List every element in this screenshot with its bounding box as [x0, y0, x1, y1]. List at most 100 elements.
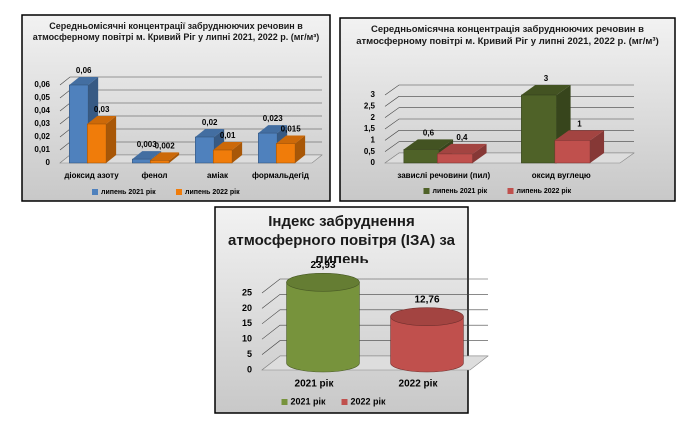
- x-tick-label: 2022 рік: [399, 379, 439, 390]
- title-box: Середньомісячна концентрація забруднюючи…: [356, 24, 659, 47]
- legend-label: 2021 рік: [291, 396, 327, 406]
- chart-title: Індекс забруднення атмосферного повітря …: [228, 213, 455, 263]
- legend-label: 2022 рік: [351, 396, 387, 406]
- bar: [275, 143, 296, 164]
- data-label: 0,01: [220, 131, 236, 140]
- bar-top: [150, 152, 180, 161]
- bar-top: [87, 116, 117, 124]
- bar-top: [213, 142, 243, 150]
- bar: [132, 158, 152, 164]
- x-tick-label: оксид вуглецю: [532, 171, 591, 180]
- bar-side: [472, 143, 487, 163]
- y-tick-label: 0,05: [34, 93, 50, 102]
- y-tick-label: 20: [242, 303, 252, 313]
- y-tick-label: 0: [247, 364, 252, 374]
- y-tick-label: 0,04: [34, 106, 50, 115]
- bar: [86, 123, 107, 164]
- legend-swatch: [341, 399, 348, 405]
- grid-line: [59, 76, 322, 86]
- x-tick-label: діоксид азоту: [64, 171, 119, 180]
- bar-side: [295, 135, 306, 163]
- y-tick-label: 0,03: [34, 119, 50, 128]
- chart-title: Середньомісячні концентрації забруднюючи…: [32, 21, 320, 43]
- data-label: 0,06: [76, 66, 92, 75]
- bar-side: [590, 130, 605, 163]
- chart-panel: [339, 17, 676, 202]
- data-label: 0,023: [263, 114, 284, 123]
- bar-side: [169, 152, 180, 163]
- x-tick-label: формальдегід: [252, 171, 309, 180]
- y-tick-label: 1: [371, 135, 376, 144]
- title-box: Індекс забруднення атмосферного повітря …: [228, 213, 455, 263]
- x-tick-label: аміак: [207, 171, 229, 180]
- y-tick-label: 0,02: [34, 132, 50, 141]
- data-label: 23,93: [310, 260, 335, 271]
- data-label: 0,02: [202, 118, 218, 127]
- cylinder-top: [390, 307, 464, 326]
- data-label: 0,4: [456, 133, 468, 142]
- data-label: 0,002: [155, 142, 176, 151]
- y-tick-label: 5: [247, 349, 252, 359]
- legend-swatch: [507, 188, 514, 194]
- bar-top: [132, 151, 162, 160]
- chart-title: Середньомісячна концентрація забруднюючи…: [356, 24, 659, 47]
- y-tick-label: 3: [371, 90, 376, 99]
- data-label: 0,003: [137, 140, 158, 149]
- grid-line: [261, 278, 488, 294]
- cylinder: [390, 316, 464, 373]
- y-tick-label: 0,06: [34, 80, 50, 89]
- y-tick-label: 25: [242, 287, 252, 297]
- bar-side: [232, 142, 243, 163]
- bar: [554, 140, 591, 164]
- y-tick-label: 10: [242, 334, 252, 344]
- legend-swatch: [176, 189, 182, 195]
- bar-top: [403, 139, 454, 150]
- title-box: Середньомісячні концентрації забруднюючи…: [32, 21, 320, 43]
- y-tick-label: 0: [46, 158, 51, 167]
- bar: [212, 149, 233, 164]
- bar: [437, 153, 473, 164]
- bar-top: [521, 85, 571, 95]
- y-tick-label: 2,5: [364, 101, 376, 110]
- legend-swatch: [281, 399, 288, 405]
- y-tick-label: 0,5: [364, 147, 376, 156]
- bar: [149, 160, 170, 164]
- bar-top: [195, 129, 225, 137]
- bar: [521, 94, 557, 164]
- cylinder-top: [286, 272, 360, 292]
- legend-label: липень 2022 рік: [517, 187, 572, 195]
- legend-label: липень 2022 рік: [185, 188, 240, 196]
- legend-swatch: [423, 188, 430, 194]
- bar-top: [258, 125, 288, 134]
- y-tick-label: 0,01: [34, 145, 50, 154]
- legend-label: липень 2021 рік: [433, 187, 488, 195]
- bar-top: [276, 135, 306, 144]
- data-label: 0,015: [281, 125, 302, 134]
- bar-top: [437, 143, 487, 154]
- data-label: 1: [577, 119, 582, 128]
- x-tick-label: фенол: [142, 171, 168, 180]
- cylinder: [286, 281, 360, 373]
- bar-side: [106, 116, 117, 163]
- bar-top: [69, 77, 99, 85]
- bar: [195, 136, 215, 164]
- x-tick-label: завислі речовини (пил): [397, 171, 490, 180]
- data-label: 12,76: [414, 294, 439, 305]
- legend-label: липень 2021 рік: [101, 188, 156, 196]
- grid-line: [261, 294, 488, 309]
- bar-top: [554, 130, 605, 141]
- bar: [69, 84, 89, 164]
- bar: [258, 132, 278, 164]
- legend-swatch: [92, 189, 98, 195]
- y-tick-label: 1,5: [364, 124, 376, 133]
- bar: [403, 149, 440, 164]
- data-label: 3: [544, 74, 549, 83]
- data-label: 0,6: [423, 129, 435, 138]
- y-tick-label: 15: [242, 318, 252, 328]
- data-label: 0,03: [94, 105, 110, 114]
- x-tick-label: 2021 рік: [295, 379, 335, 390]
- y-tick-label: 2: [371, 113, 376, 122]
- y-tick-label: 0: [371, 158, 376, 167]
